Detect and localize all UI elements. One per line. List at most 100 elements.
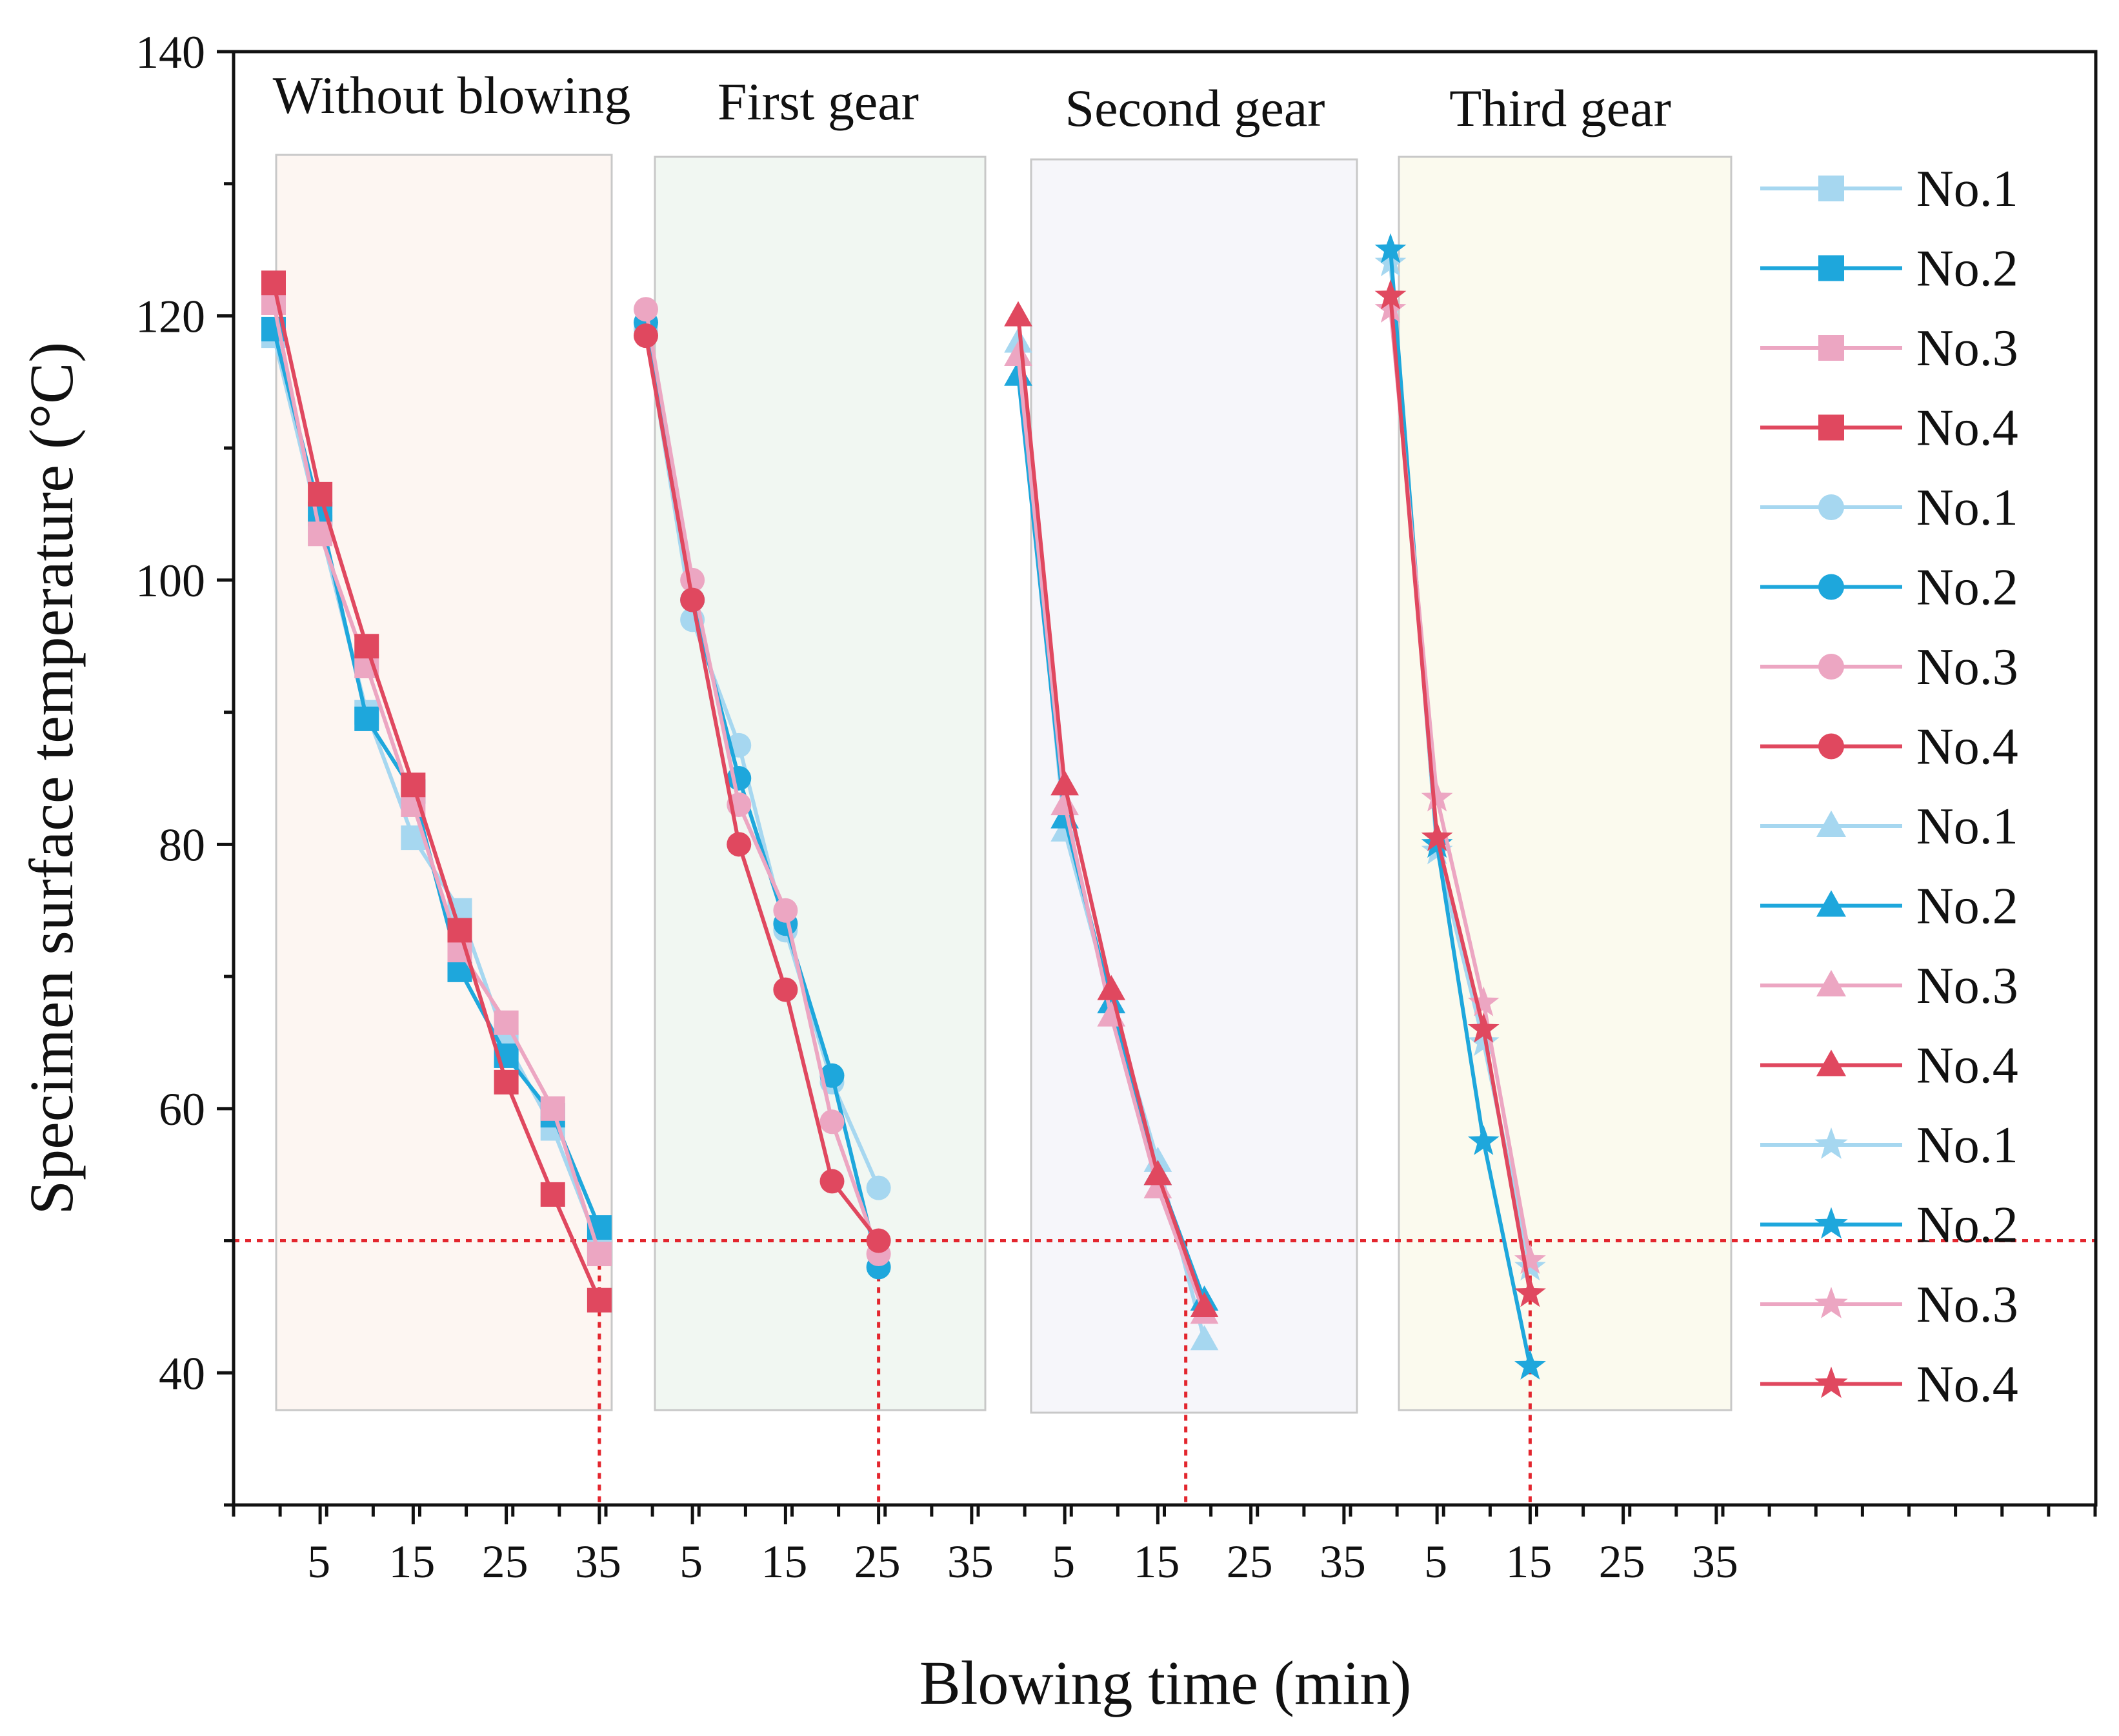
panel-shade-3 bbox=[1030, 158, 1358, 1414]
legend-label: No.1 bbox=[1916, 1117, 2018, 1174]
data-point-p2-No.4 bbox=[866, 1228, 891, 1253]
x-tick-label: 25 bbox=[854, 1536, 901, 1588]
data-point-p2-No.4 bbox=[773, 977, 798, 1002]
data-point-p3-No.1 bbox=[1004, 327, 1032, 353]
series-lines bbox=[261, 233, 1546, 1380]
legend-label: No.2 bbox=[1916, 878, 2018, 935]
legend-label: No.3 bbox=[1916, 958, 2018, 1014]
series-line-p2-No.3 bbox=[644, 308, 881, 1255]
x-tick-label: 35 bbox=[575, 1536, 621, 1588]
legend-label: No.4 bbox=[1916, 1038, 2018, 1095]
y-tick-label: 60 bbox=[159, 1084, 205, 1135]
legend-label: No.2 bbox=[1916, 1197, 2018, 1254]
x-tick-label: 5 bbox=[307, 1536, 330, 1588]
legend-marker bbox=[1814, 1366, 1848, 1398]
data-point-p1-No.4 bbox=[540, 1182, 565, 1207]
x-tick-label: 15 bbox=[1133, 1536, 1180, 1588]
data-point-p1-No.4 bbox=[494, 1069, 519, 1095]
data-point-p1-No.4 bbox=[308, 481, 333, 507]
y-axis-title: Specimen surface temperature (°C) bbox=[17, 342, 86, 1215]
data-point-p1-No.4 bbox=[354, 634, 379, 659]
data-point-p3-No.3 bbox=[1004, 341, 1032, 367]
data-point-p1-No.4 bbox=[401, 772, 426, 798]
legend-label: No.2 bbox=[1916, 560, 2018, 616]
data-point-p2-No.2 bbox=[819, 1063, 845, 1088]
y-tick-label: 120 bbox=[136, 290, 205, 342]
x-tick-label: 5 bbox=[1424, 1536, 1447, 1588]
panel-label-1: Without blowing bbox=[273, 66, 631, 125]
series-line-p2-No.4 bbox=[644, 335, 880, 1242]
panel-shade-1 bbox=[275, 154, 613, 1411]
legend-marker bbox=[1818, 733, 1844, 760]
x-axis-title: Blowing time (min) bbox=[919, 1648, 1412, 1717]
data-point-p2-No.3 bbox=[634, 297, 658, 322]
data-point-p2-No.4 bbox=[819, 1169, 845, 1194]
legend-marker bbox=[1814, 1287, 1848, 1318]
legend-marker bbox=[1816, 970, 1846, 996]
series-line-p4-No.4 bbox=[1389, 296, 1532, 1294]
legend-marker bbox=[1816, 890, 1846, 917]
legend-label: No.4 bbox=[1916, 400, 2018, 457]
legend-label: No.3 bbox=[1916, 639, 2018, 696]
panel-label-3: Second gear bbox=[1065, 79, 1325, 137]
legend-marker bbox=[1816, 1049, 1846, 1076]
x-tick-label: 25 bbox=[1599, 1536, 1645, 1588]
series-line-p1-No.4 bbox=[272, 282, 601, 1301]
data-point-p2-No.4 bbox=[634, 323, 658, 348]
data-point-p3-No.4 bbox=[1097, 974, 1126, 1000]
data-point-p4-No.4 bbox=[1467, 1013, 1500, 1043]
data-point-p3-No.1 bbox=[1190, 1325, 1219, 1351]
data-point-p3-No.4 bbox=[1050, 770, 1079, 796]
legend-marker bbox=[1818, 176, 1844, 201]
x-tick-label: 15 bbox=[388, 1536, 435, 1588]
panel-label-4: Third gear bbox=[1449, 79, 1671, 137]
x-tick-label: 35 bbox=[1320, 1536, 1366, 1588]
legend-label: No.1 bbox=[1916, 479, 2018, 536]
legend-marker bbox=[1818, 574, 1844, 600]
legend-marker bbox=[1818, 255, 1844, 281]
data-point-p4-No.3 bbox=[1467, 986, 1500, 1016]
panel-shades bbox=[275, 154, 1732, 1414]
series-line-p1-No.3 bbox=[272, 302, 601, 1255]
data-point-p4-No.3 bbox=[1514, 1244, 1546, 1274]
data-point-p2-No.3 bbox=[819, 1109, 845, 1135]
panel-shade-4 bbox=[1398, 156, 1732, 1411]
y-tick-label: 140 bbox=[136, 26, 205, 78]
x-tick-label: 25 bbox=[482, 1536, 528, 1588]
x-tick-label: 25 bbox=[1227, 1536, 1273, 1588]
data-point-p3-No.4 bbox=[1004, 301, 1032, 327]
y-tick-label: 40 bbox=[159, 1347, 205, 1399]
panel-shade-2 bbox=[654, 156, 987, 1411]
data-point-p4-No.3 bbox=[1421, 782, 1453, 812]
legend-label: No.2 bbox=[1916, 241, 2018, 298]
data-point-p1-No.4 bbox=[587, 1287, 612, 1313]
data-point-p3-No.2 bbox=[1097, 988, 1126, 1014]
data-point-p1-No.3 bbox=[587, 1242, 612, 1267]
axes: 40 60 80 100 120 140 5 15 25 35 5 15 25 35 5 15 25 35 5 15 2… bbox=[136, 26, 2097, 1588]
legend-label: No.1 bbox=[1916, 161, 2018, 217]
data-point-p4-No.4 bbox=[1374, 279, 1407, 310]
data-point-p2-No.3 bbox=[773, 898, 798, 923]
panel-label-2: First gear bbox=[718, 72, 919, 131]
data-point-p1-No.4 bbox=[447, 918, 472, 943]
x-tick-label: 15 bbox=[761, 1536, 807, 1588]
panel-labels: Without blowing First gear Second gear Thir… bbox=[273, 66, 1671, 137]
x-tick-label: 5 bbox=[679, 1536, 703, 1588]
legend-label: No.4 bbox=[1916, 1357, 2018, 1413]
legend: No.1 No.2 No.3 No.4 No.1 No.2 No.3 No.4 No.1 No.2… bbox=[1760, 161, 2018, 1413]
y-tick-label: 100 bbox=[136, 555, 205, 607]
data-point-p4-No.2 bbox=[1467, 1125, 1500, 1155]
legend-marker bbox=[1816, 811, 1846, 837]
data-point-p1-No.2 bbox=[354, 706, 379, 731]
x-tick-label: 5 bbox=[1052, 1536, 1075, 1588]
data-point-p1-No.3 bbox=[494, 1010, 519, 1035]
legend-label: No.4 bbox=[1916, 719, 2018, 776]
x-tick-label: 35 bbox=[947, 1536, 994, 1588]
legend-marker bbox=[1818, 335, 1844, 361]
legend-label: No.3 bbox=[1916, 1277, 2018, 1333]
legend-label: No.3 bbox=[1916, 320, 2018, 377]
data-point-p4-No.1 bbox=[1467, 1025, 1500, 1056]
data-point-p3-No.4 bbox=[1190, 1292, 1219, 1318]
data-point-p1-No.3 bbox=[540, 1096, 565, 1121]
